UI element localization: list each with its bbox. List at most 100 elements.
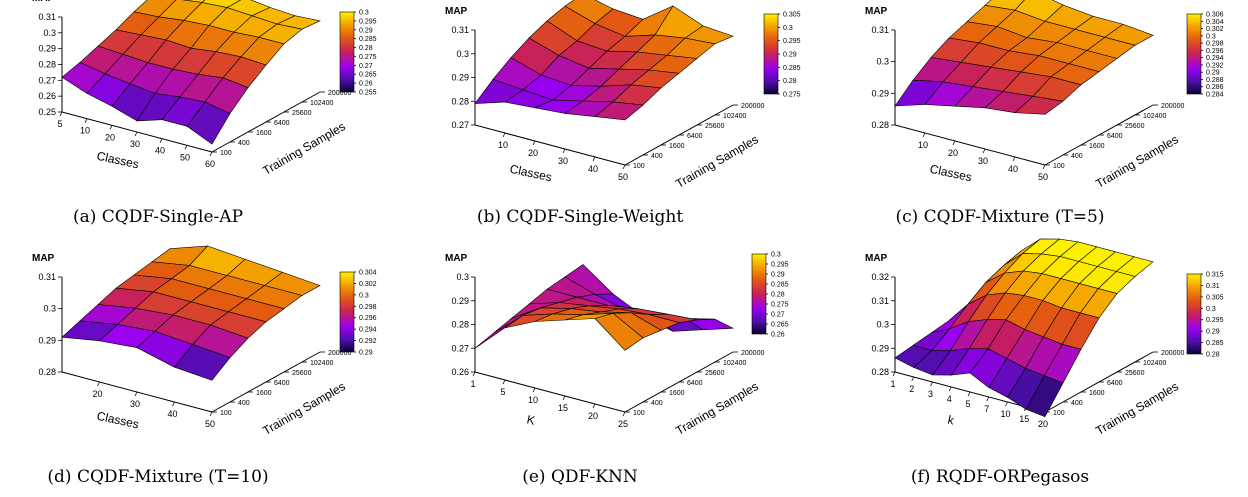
colorbar-tick-label: 0.302 xyxy=(359,281,377,288)
colorbar-tick-label: 0.296 xyxy=(359,315,377,322)
x-tick-label: 30 xyxy=(558,156,568,166)
colorbar-tick-label: 0.29 xyxy=(1206,329,1220,336)
colorbar-tick-label: 0.29 xyxy=(359,27,373,34)
x-tick xyxy=(502,132,506,138)
colorbar-tick-label: 0.27 xyxy=(771,312,785,319)
z-tick-label: 0.3 xyxy=(43,304,56,314)
colorbar-tick-label: 0.305 xyxy=(783,12,801,19)
y-tick-label: 102400 xyxy=(723,113,746,120)
y-tick-label: 102400 xyxy=(723,360,746,367)
x-tick xyxy=(622,411,626,417)
colorbar-tick-label: 0.31 xyxy=(1206,283,1220,290)
x-tick-label: 60 xyxy=(205,159,215,169)
z-tick-label: 0.28 xyxy=(871,120,889,130)
y-tick-label: 25600 xyxy=(705,123,725,130)
colorbar xyxy=(763,13,779,95)
x-tick-label: 2 xyxy=(909,384,914,394)
z-tick-label: 0.31 xyxy=(451,25,469,35)
colorbar-tick-label: 0.294 xyxy=(359,327,377,334)
colorbar-tick-label: 0.28 xyxy=(359,45,373,52)
x-tick xyxy=(592,403,596,409)
z-tick-label: 0.31 xyxy=(38,12,56,22)
colorbar-tick-label: 0.29 xyxy=(1206,70,1220,77)
y-tick-label: 200000 xyxy=(328,350,351,357)
z-tick-label: 0.26 xyxy=(38,91,56,101)
y-tick-label: 6400 xyxy=(687,133,703,140)
x-tick xyxy=(172,401,175,407)
x-tick-label: 15 xyxy=(558,403,568,413)
x-axis-label: Classes xyxy=(95,149,140,172)
x-tick-label: 7 xyxy=(984,404,989,414)
colorbar-tick-label: 0.315 xyxy=(1206,272,1224,279)
x-tick-label: 50 xyxy=(1038,172,1048,182)
chart-panel-1: 0.25 0.26 0.27 0.28 0.29 0.3 0.31 MAP 5 10 20 30 40 5… xyxy=(32,0,377,227)
y-tick-label: 102400 xyxy=(1143,360,1166,367)
y-tick-label: 1600 xyxy=(669,143,685,150)
x-tick xyxy=(982,148,986,154)
x-tick xyxy=(592,156,596,162)
colorbar-tick-label: 0.294 xyxy=(1206,55,1224,62)
surface xyxy=(61,245,321,381)
x-tick-label: 40 xyxy=(588,164,598,174)
y-tick-label: 100 xyxy=(633,410,645,417)
y-tick-label: 25600 xyxy=(292,110,312,117)
x-tick xyxy=(952,140,956,146)
colorbar-tick-label: 0.284 xyxy=(1206,92,1224,99)
x-tick-label: 40 xyxy=(1008,164,1018,174)
y-tick-label: 200000 xyxy=(328,90,351,97)
x-tick xyxy=(159,138,163,143)
surface xyxy=(894,0,1154,115)
z-axis-label: MAP xyxy=(445,253,468,264)
colorbar-tick-label: 0.298 xyxy=(359,304,377,311)
x-tick xyxy=(911,376,915,382)
z-tick-label: 0.29 xyxy=(451,296,469,306)
colorbar-tick-label: 0.306 xyxy=(1206,12,1224,19)
x-axis-label: Classes xyxy=(928,162,973,185)
x-tick-label: 20 xyxy=(105,132,115,142)
colorbar-tick-label: 0.286 xyxy=(1206,84,1224,91)
surface xyxy=(894,238,1154,418)
panel-caption: (c) CQDF-Mixture (T=5) xyxy=(895,207,1104,227)
y-tick-label: 100 xyxy=(633,163,645,170)
surface-patch xyxy=(594,312,644,351)
y-tick-label: 100 xyxy=(220,410,232,417)
y-tick-label: 102400 xyxy=(1143,113,1166,120)
colorbar-tick-label: 0.302 xyxy=(1206,26,1224,33)
y-tick-label: 102400 xyxy=(310,360,333,367)
colorbar-tick-label: 0.296 xyxy=(1206,48,1224,55)
x-tick xyxy=(502,379,506,385)
colorbar-tick-label: 0.285 xyxy=(771,282,789,289)
z-tick-label: 0.27 xyxy=(451,343,469,353)
x-tick-label: 3 xyxy=(928,389,933,399)
z-tick-label: 0.25 xyxy=(38,107,56,117)
x-tick-label: 20 xyxy=(948,148,958,158)
y-tick-label: 400 xyxy=(1071,400,1083,407)
x-tick xyxy=(967,391,971,397)
z-tick-label: 0.28 xyxy=(38,367,56,377)
x-axis-label: Classes xyxy=(508,162,553,185)
x-tick xyxy=(930,381,933,387)
colorbar xyxy=(339,11,355,93)
chart-panel-3: 0.28 0.29 0.3 0.31 MAP 10 20 30 40 50 Classes 100 40… xyxy=(865,0,1224,227)
y-tick-label: 200000 xyxy=(1161,103,1184,110)
z-tick-label: 0.3 xyxy=(876,57,889,67)
y-axis-label: Training Samples xyxy=(673,132,760,191)
x-tick xyxy=(1042,164,1046,170)
z-tick-label: 0.28 xyxy=(38,60,56,70)
panel-caption: (b) CQDF-Single-Weight xyxy=(477,207,684,227)
y-tick-label: 100 xyxy=(1053,410,1065,417)
colorbar-tick-label: 0.3 xyxy=(771,252,781,259)
y-tick-label: 400 xyxy=(651,153,663,160)
y-tick-label: 100 xyxy=(220,150,232,157)
colorbar-tick-label: 0.275 xyxy=(359,54,377,61)
surface-patch xyxy=(174,344,231,381)
y-tick-label: 400 xyxy=(238,400,250,407)
x-tick xyxy=(532,140,536,146)
z-tick-label: 0.32 xyxy=(871,272,889,282)
y-tick-label: 6400 xyxy=(1107,133,1123,140)
x-tick-label: 50 xyxy=(205,419,215,429)
surface xyxy=(61,0,321,145)
z-tick-label: 0.28 xyxy=(451,320,469,330)
x-axis-line xyxy=(474,371,626,413)
colorbar-tick-label: 0.3 xyxy=(359,10,369,17)
